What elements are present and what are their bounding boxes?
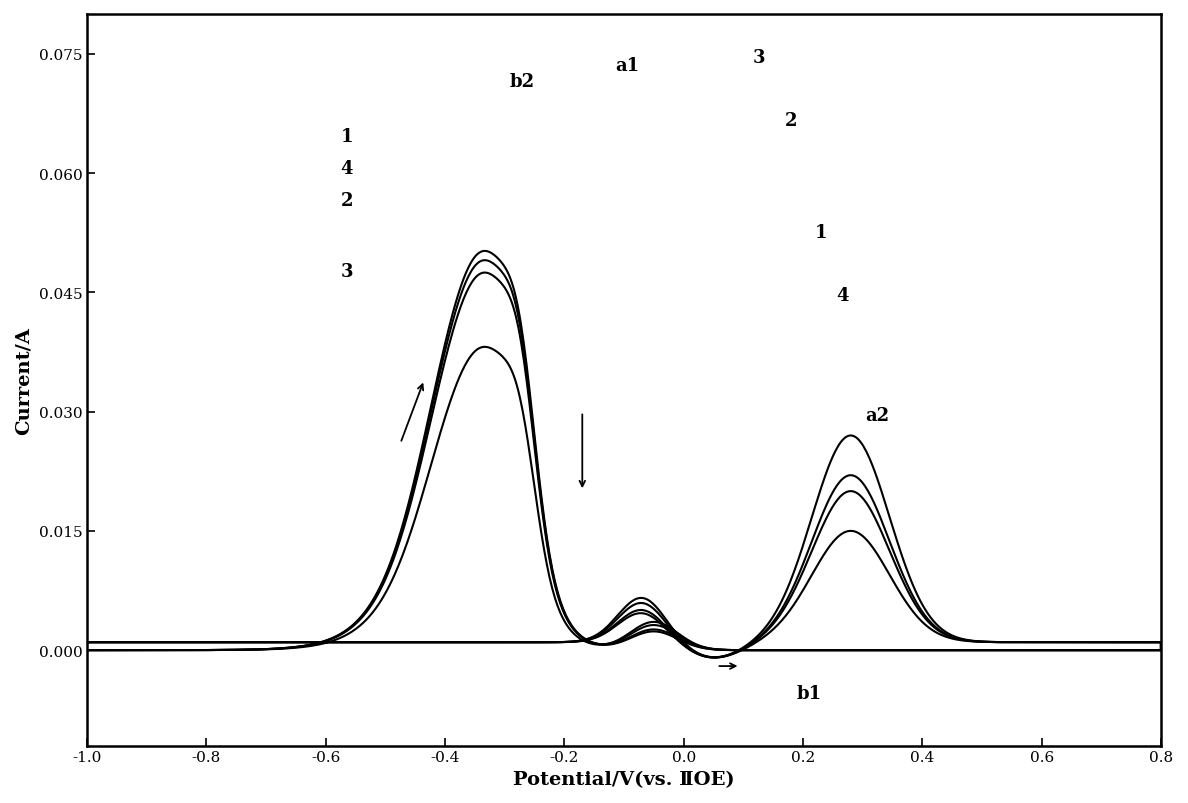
Y-axis label: Current/A: Current/A: [15, 327, 33, 434]
Text: b2: b2: [510, 72, 536, 91]
Text: a2: a2: [866, 406, 890, 424]
Text: 3: 3: [752, 49, 765, 67]
Text: 4: 4: [341, 160, 353, 177]
Text: 3: 3: [341, 263, 353, 281]
X-axis label: Potential/V(vs. ⅡOE): Potential/V(vs. ⅡOE): [513, 770, 735, 788]
Text: 4: 4: [836, 287, 848, 305]
Text: b1: b1: [797, 684, 822, 702]
Text: a1: a1: [615, 56, 639, 75]
Text: 2: 2: [785, 112, 797, 130]
Text: 2: 2: [341, 192, 353, 210]
Text: 1: 1: [341, 128, 353, 146]
Text: 1: 1: [815, 223, 828, 242]
